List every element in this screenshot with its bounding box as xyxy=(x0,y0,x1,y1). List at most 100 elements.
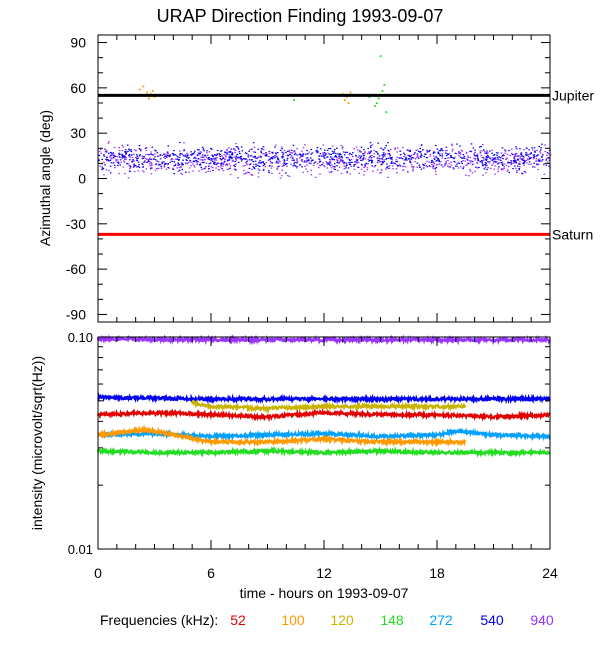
azimuth-point xyxy=(507,169,509,171)
azimuth-point xyxy=(174,163,177,165)
azimuth-point xyxy=(151,163,153,165)
azimuth-point xyxy=(317,167,320,169)
azimuth-point xyxy=(346,171,348,173)
azimuth-point xyxy=(532,166,534,168)
azimuth-point xyxy=(524,172,527,174)
azimuth-point xyxy=(330,153,332,155)
azimuth-point xyxy=(125,154,127,156)
azimuth-point xyxy=(510,152,513,154)
azimuth-point xyxy=(322,152,324,154)
azimuth-point xyxy=(285,163,287,166)
azimuth-point xyxy=(426,166,429,168)
azimuth-point xyxy=(302,171,305,173)
azimuth-point xyxy=(283,149,286,152)
azimuth-point xyxy=(376,169,379,171)
azimuth-point xyxy=(156,151,159,154)
azimuth-point xyxy=(363,170,366,172)
azimuth-point xyxy=(389,155,391,157)
azimuth-point xyxy=(263,153,265,155)
azimuth-point xyxy=(432,161,434,163)
azimuth-point xyxy=(254,155,256,157)
azimuth-point xyxy=(473,154,475,156)
intensity-line xyxy=(96,407,551,423)
azimuth-point xyxy=(532,158,535,160)
azimuth-point xyxy=(257,172,260,174)
azimuth-point xyxy=(502,169,504,171)
azimuth-point xyxy=(148,163,151,165)
azimuth-point xyxy=(398,157,400,159)
azimuth-point xyxy=(499,157,502,159)
azimuth-point xyxy=(226,159,229,161)
azimuth-point xyxy=(359,158,361,160)
azimuth-point xyxy=(221,159,223,161)
azimuth-point xyxy=(331,145,334,147)
azimuth-point xyxy=(334,155,337,157)
azimuth-point xyxy=(371,162,373,164)
azimuth-point xyxy=(158,163,161,165)
azimuth-point xyxy=(486,150,488,152)
azimuth-point xyxy=(338,157,340,159)
azimuth-point xyxy=(109,172,112,174)
azimuth-point xyxy=(204,154,206,156)
azimuth-point xyxy=(379,55,382,58)
azimuth-point xyxy=(192,170,194,172)
azimuth-point xyxy=(179,150,181,152)
azimuth-point xyxy=(373,156,375,158)
azimuth-point xyxy=(500,162,502,164)
azimuth-point xyxy=(197,152,200,154)
azimuth-point xyxy=(505,164,508,166)
azimuth-point xyxy=(323,157,326,159)
azimuth-point xyxy=(460,161,463,163)
azimuth-point xyxy=(416,162,419,164)
azimuth-point xyxy=(545,159,547,161)
azimuth-point xyxy=(311,152,314,154)
azimuth-point xyxy=(368,160,370,162)
azimuth-point xyxy=(261,153,264,155)
azimuth-point xyxy=(268,152,271,155)
azimuth-point xyxy=(219,155,222,157)
azimuth-point xyxy=(208,165,210,167)
azimuth-point xyxy=(397,165,399,167)
azimuth-point xyxy=(187,161,190,163)
azimuth-point xyxy=(392,168,394,170)
azimuth-point xyxy=(107,159,109,161)
azimuth-point xyxy=(240,156,242,158)
azimuth-point xyxy=(305,168,307,170)
azimuth-point xyxy=(446,153,449,155)
azimuth-point xyxy=(360,159,362,161)
azimuth-point xyxy=(114,155,116,158)
azimuth-point xyxy=(204,158,206,161)
azimuth-point xyxy=(217,169,220,171)
azimuth-point xyxy=(503,163,506,165)
azimuth-point xyxy=(377,159,379,161)
azimuth-point xyxy=(338,155,340,158)
azimuth-point xyxy=(473,152,476,154)
azimuth-point xyxy=(148,158,151,160)
azimuth-point xyxy=(435,167,437,169)
azimuth-point xyxy=(228,147,230,149)
azimuth-point xyxy=(312,164,315,167)
azimuth-point xyxy=(387,142,389,144)
azimuth-point xyxy=(395,168,398,170)
azimuth-point xyxy=(360,151,362,153)
azimuth-point xyxy=(220,166,222,168)
azimuth-point xyxy=(172,154,175,156)
azimuth-point xyxy=(486,164,488,166)
azimuth-point xyxy=(389,149,392,151)
azimuth-ytick-label: -30 xyxy=(66,216,86,232)
azimuth-point xyxy=(433,162,436,164)
azimuth-point xyxy=(130,149,133,151)
azimuth-point xyxy=(200,166,203,168)
azimuth-point xyxy=(240,158,242,160)
azimuth-point xyxy=(458,151,460,153)
azimuth-point xyxy=(295,165,297,167)
azimuth-point xyxy=(292,165,294,167)
azimuth-point xyxy=(366,169,369,171)
azimuth-point xyxy=(452,157,454,159)
azimuth-point xyxy=(348,159,351,161)
azimuth-point xyxy=(433,155,435,157)
azimuth-point xyxy=(132,166,135,168)
azimuth-point xyxy=(492,158,495,160)
